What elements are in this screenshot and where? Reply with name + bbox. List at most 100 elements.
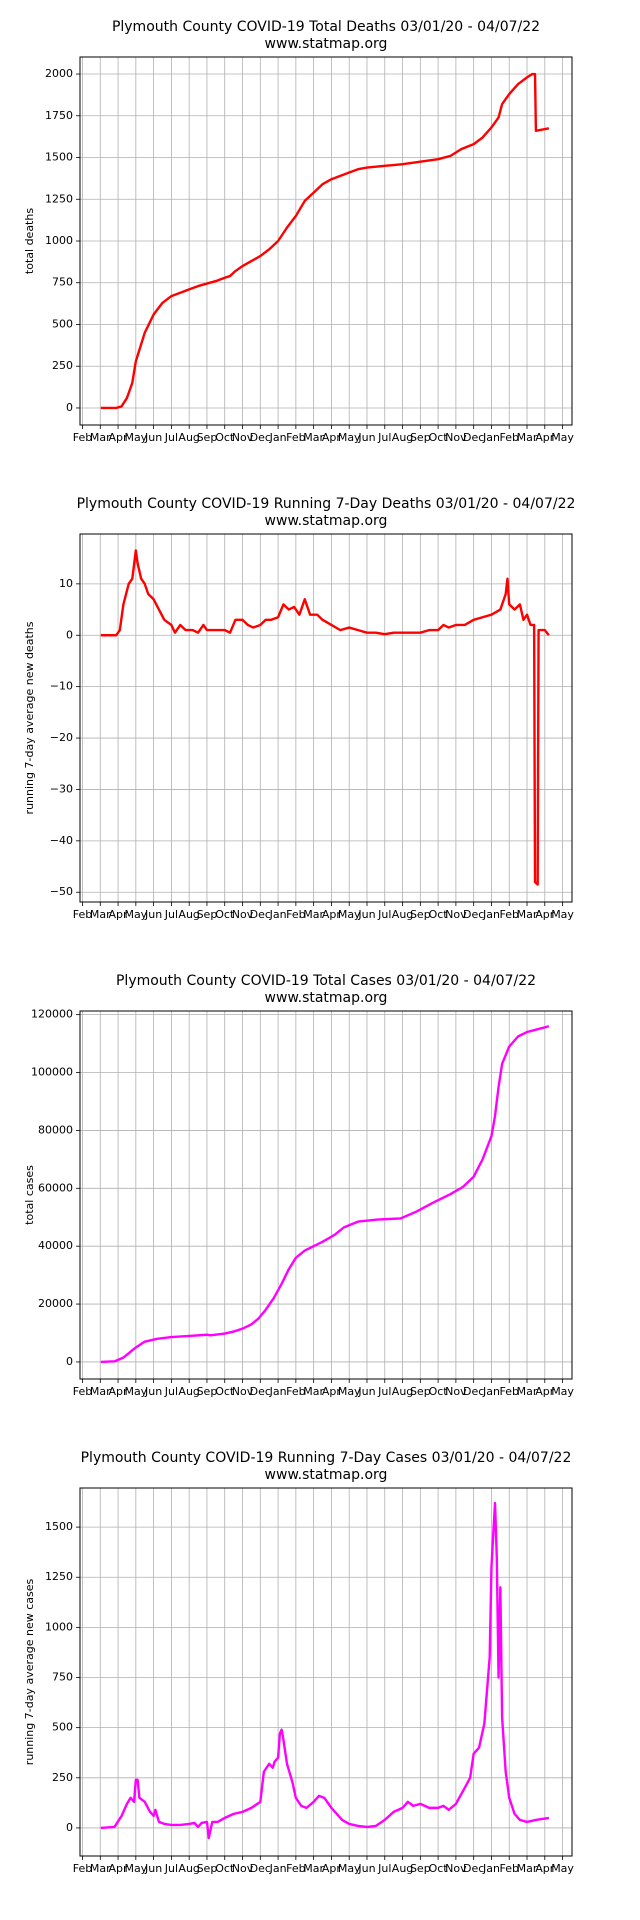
- x-tick-label: Mar: [303, 1862, 324, 1875]
- x-tick-label: Nov: [445, 431, 467, 444]
- y-tick-label: −20: [50, 731, 73, 744]
- x-tick-label: Mar: [517, 1862, 538, 1875]
- plot-frame: [79, 1487, 573, 1857]
- x-tick-label: Jun: [144, 908, 162, 921]
- y-tick-label: −30: [50, 782, 73, 795]
- x-tick-label: May: [551, 1385, 574, 1398]
- y-axis-label: total cases: [23, 1165, 36, 1225]
- y-tick-label: 1250: [45, 192, 73, 205]
- x-tick-label: Jan: [269, 1862, 287, 1875]
- y-tick-label: 40000: [38, 1239, 73, 1252]
- x-tick-label: Dec: [250, 1862, 271, 1875]
- x-tick-label: Feb: [73, 1862, 92, 1875]
- y-tick-label: 0: [66, 1355, 73, 1368]
- x-tick-label: Sep: [197, 431, 218, 444]
- x-tick-label: Feb: [286, 1385, 305, 1398]
- x-tick-label: Feb: [499, 1862, 518, 1875]
- chart-title: Plymouth County COVID-19 Total Deaths 03…: [112, 19, 540, 35]
- y-tick-label: 0: [66, 401, 73, 414]
- x-tick-label: Jan: [482, 908, 500, 921]
- x-tick-label: Jan: [482, 1385, 500, 1398]
- y-tick-label: 500: [52, 1721, 73, 1734]
- x-tick-label: Sep: [197, 1862, 218, 1875]
- y-tick-label: 20000: [38, 1297, 73, 1310]
- x-tick-label: Aug: [178, 431, 199, 444]
- x-tick-label: Aug: [392, 431, 413, 444]
- x-tick-label: Sep: [410, 1385, 431, 1398]
- x-tick-label: Jan: [269, 431, 287, 444]
- x-tick-label: Nov: [445, 1862, 467, 1875]
- x-tick-label: May: [338, 1862, 361, 1875]
- x-tick-label: Dec: [250, 431, 271, 444]
- x-tick-label: Sep: [197, 1385, 218, 1398]
- y-axis-label: running 7-day average new deaths: [23, 621, 36, 814]
- y-tick-label: 250: [52, 359, 73, 372]
- x-tick-label: Nov: [445, 1385, 467, 1398]
- y-tick-label: 0: [66, 1821, 73, 1834]
- x-tick-label: Jun: [357, 1385, 375, 1398]
- x-tick-label: Mar: [90, 908, 111, 921]
- y-tick-label: 1750: [45, 109, 73, 122]
- x-tick-label: Sep: [197, 908, 218, 921]
- y-tick-label: 100000: [31, 1066, 73, 1079]
- chart-subtitle: www.statmap.org: [265, 990, 388, 1006]
- x-tick-label: May: [124, 1385, 147, 1398]
- x-tick-label: Mar: [303, 908, 324, 921]
- x-tick-label: May: [338, 431, 361, 444]
- x-tick-label: Apr: [109, 1385, 129, 1398]
- x-tick-label: Apr: [109, 908, 129, 921]
- x-tick-label: Feb: [499, 908, 518, 921]
- x-tick-label: Jul: [164, 1385, 178, 1398]
- x-tick-label: Aug: [178, 908, 199, 921]
- x-tick-label: Sep: [410, 908, 431, 921]
- x-tick-label: Jan: [482, 1862, 500, 1875]
- x-tick-label: Jun: [357, 1862, 375, 1875]
- x-tick-label: Oct: [429, 1862, 449, 1875]
- x-tick-label: Mar: [90, 1862, 111, 1875]
- x-tick-label: Jun: [357, 908, 375, 921]
- x-tick-label: May: [551, 431, 574, 444]
- x-tick-label: Jul: [377, 1862, 391, 1875]
- data-line: [100, 549, 550, 886]
- x-tick-label: Nov: [232, 431, 254, 444]
- x-tick-label: Mar: [517, 908, 538, 921]
- x-tick-label: Jul: [164, 908, 178, 921]
- x-tick-label: Dec: [463, 1385, 484, 1398]
- x-tick-label: Jun: [357, 431, 375, 444]
- x-tick-label: May: [338, 1385, 361, 1398]
- x-tick-label: Oct: [429, 431, 449, 444]
- chart-title: Plymouth County COVID-19 Running 7-Day D…: [77, 496, 576, 512]
- x-tick-label: Jan: [269, 908, 287, 921]
- y-tick-label: 60000: [38, 1181, 73, 1194]
- y-tick-label: 750: [52, 276, 73, 289]
- x-tick-label: Jul: [377, 431, 391, 444]
- x-tick-label: Feb: [499, 1385, 518, 1398]
- x-tick-label: May: [124, 908, 147, 921]
- x-tick-label: Mar: [303, 1385, 324, 1398]
- x-tick-label: Oct: [215, 431, 235, 444]
- chart-title: Plymouth County COVID-19 Running 7-Day C…: [81, 1450, 572, 1466]
- x-tick-label: May: [551, 1862, 574, 1875]
- x-tick-label: Oct: [215, 1385, 235, 1398]
- x-tick-label: Jun: [144, 1385, 162, 1398]
- y-tick-label: 250: [52, 1771, 73, 1784]
- data-line: [100, 1025, 550, 1364]
- plot-frame: [79, 533, 573, 903]
- x-tick-label: Feb: [73, 431, 92, 444]
- x-tick-label: Apr: [535, 431, 555, 444]
- x-tick-label: Apr: [109, 1862, 129, 1875]
- x-tick-label: May: [124, 1862, 147, 1875]
- x-tick-label: Feb: [286, 1862, 305, 1875]
- x-tick-label: Apr: [535, 1385, 555, 1398]
- x-tick-label: Jul: [377, 908, 391, 921]
- x-tick-label: Jul: [164, 1862, 178, 1875]
- y-tick-label: 80000: [38, 1123, 73, 1136]
- x-tick-label: Mar: [90, 431, 111, 444]
- x-tick-label: Apr: [322, 1385, 342, 1398]
- y-tick-label: 500: [52, 317, 73, 330]
- y-tick-label: 750: [52, 1671, 73, 1684]
- x-tick-label: Aug: [178, 1862, 199, 1875]
- data-line: [100, 1501, 550, 1840]
- x-tick-label: Dec: [463, 1862, 484, 1875]
